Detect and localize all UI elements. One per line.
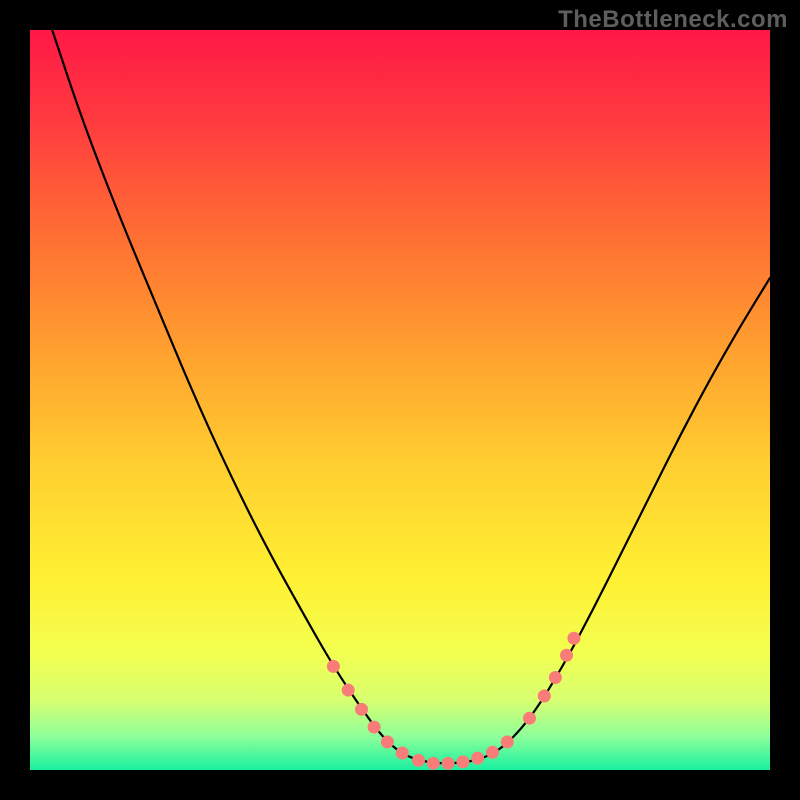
data-marker	[456, 755, 469, 768]
data-marker	[427, 757, 440, 770]
chart-svg	[0, 0, 800, 800]
data-marker	[501, 735, 514, 748]
data-marker	[560, 649, 573, 662]
data-marker	[486, 746, 499, 759]
data-marker	[381, 735, 394, 748]
plot-area	[30, 30, 770, 770]
data-marker	[412, 754, 425, 767]
watermark-text: TheBottleneck.com	[558, 6, 788, 34]
data-marker	[342, 684, 355, 697]
data-marker	[396, 746, 409, 759]
data-marker	[549, 671, 562, 684]
data-marker	[567, 632, 580, 645]
data-marker	[538, 690, 551, 703]
data-marker	[368, 721, 381, 734]
data-marker	[327, 660, 340, 673]
data-marker	[355, 703, 368, 716]
data-marker	[442, 757, 455, 770]
data-marker	[471, 752, 484, 765]
data-marker	[523, 712, 536, 725]
